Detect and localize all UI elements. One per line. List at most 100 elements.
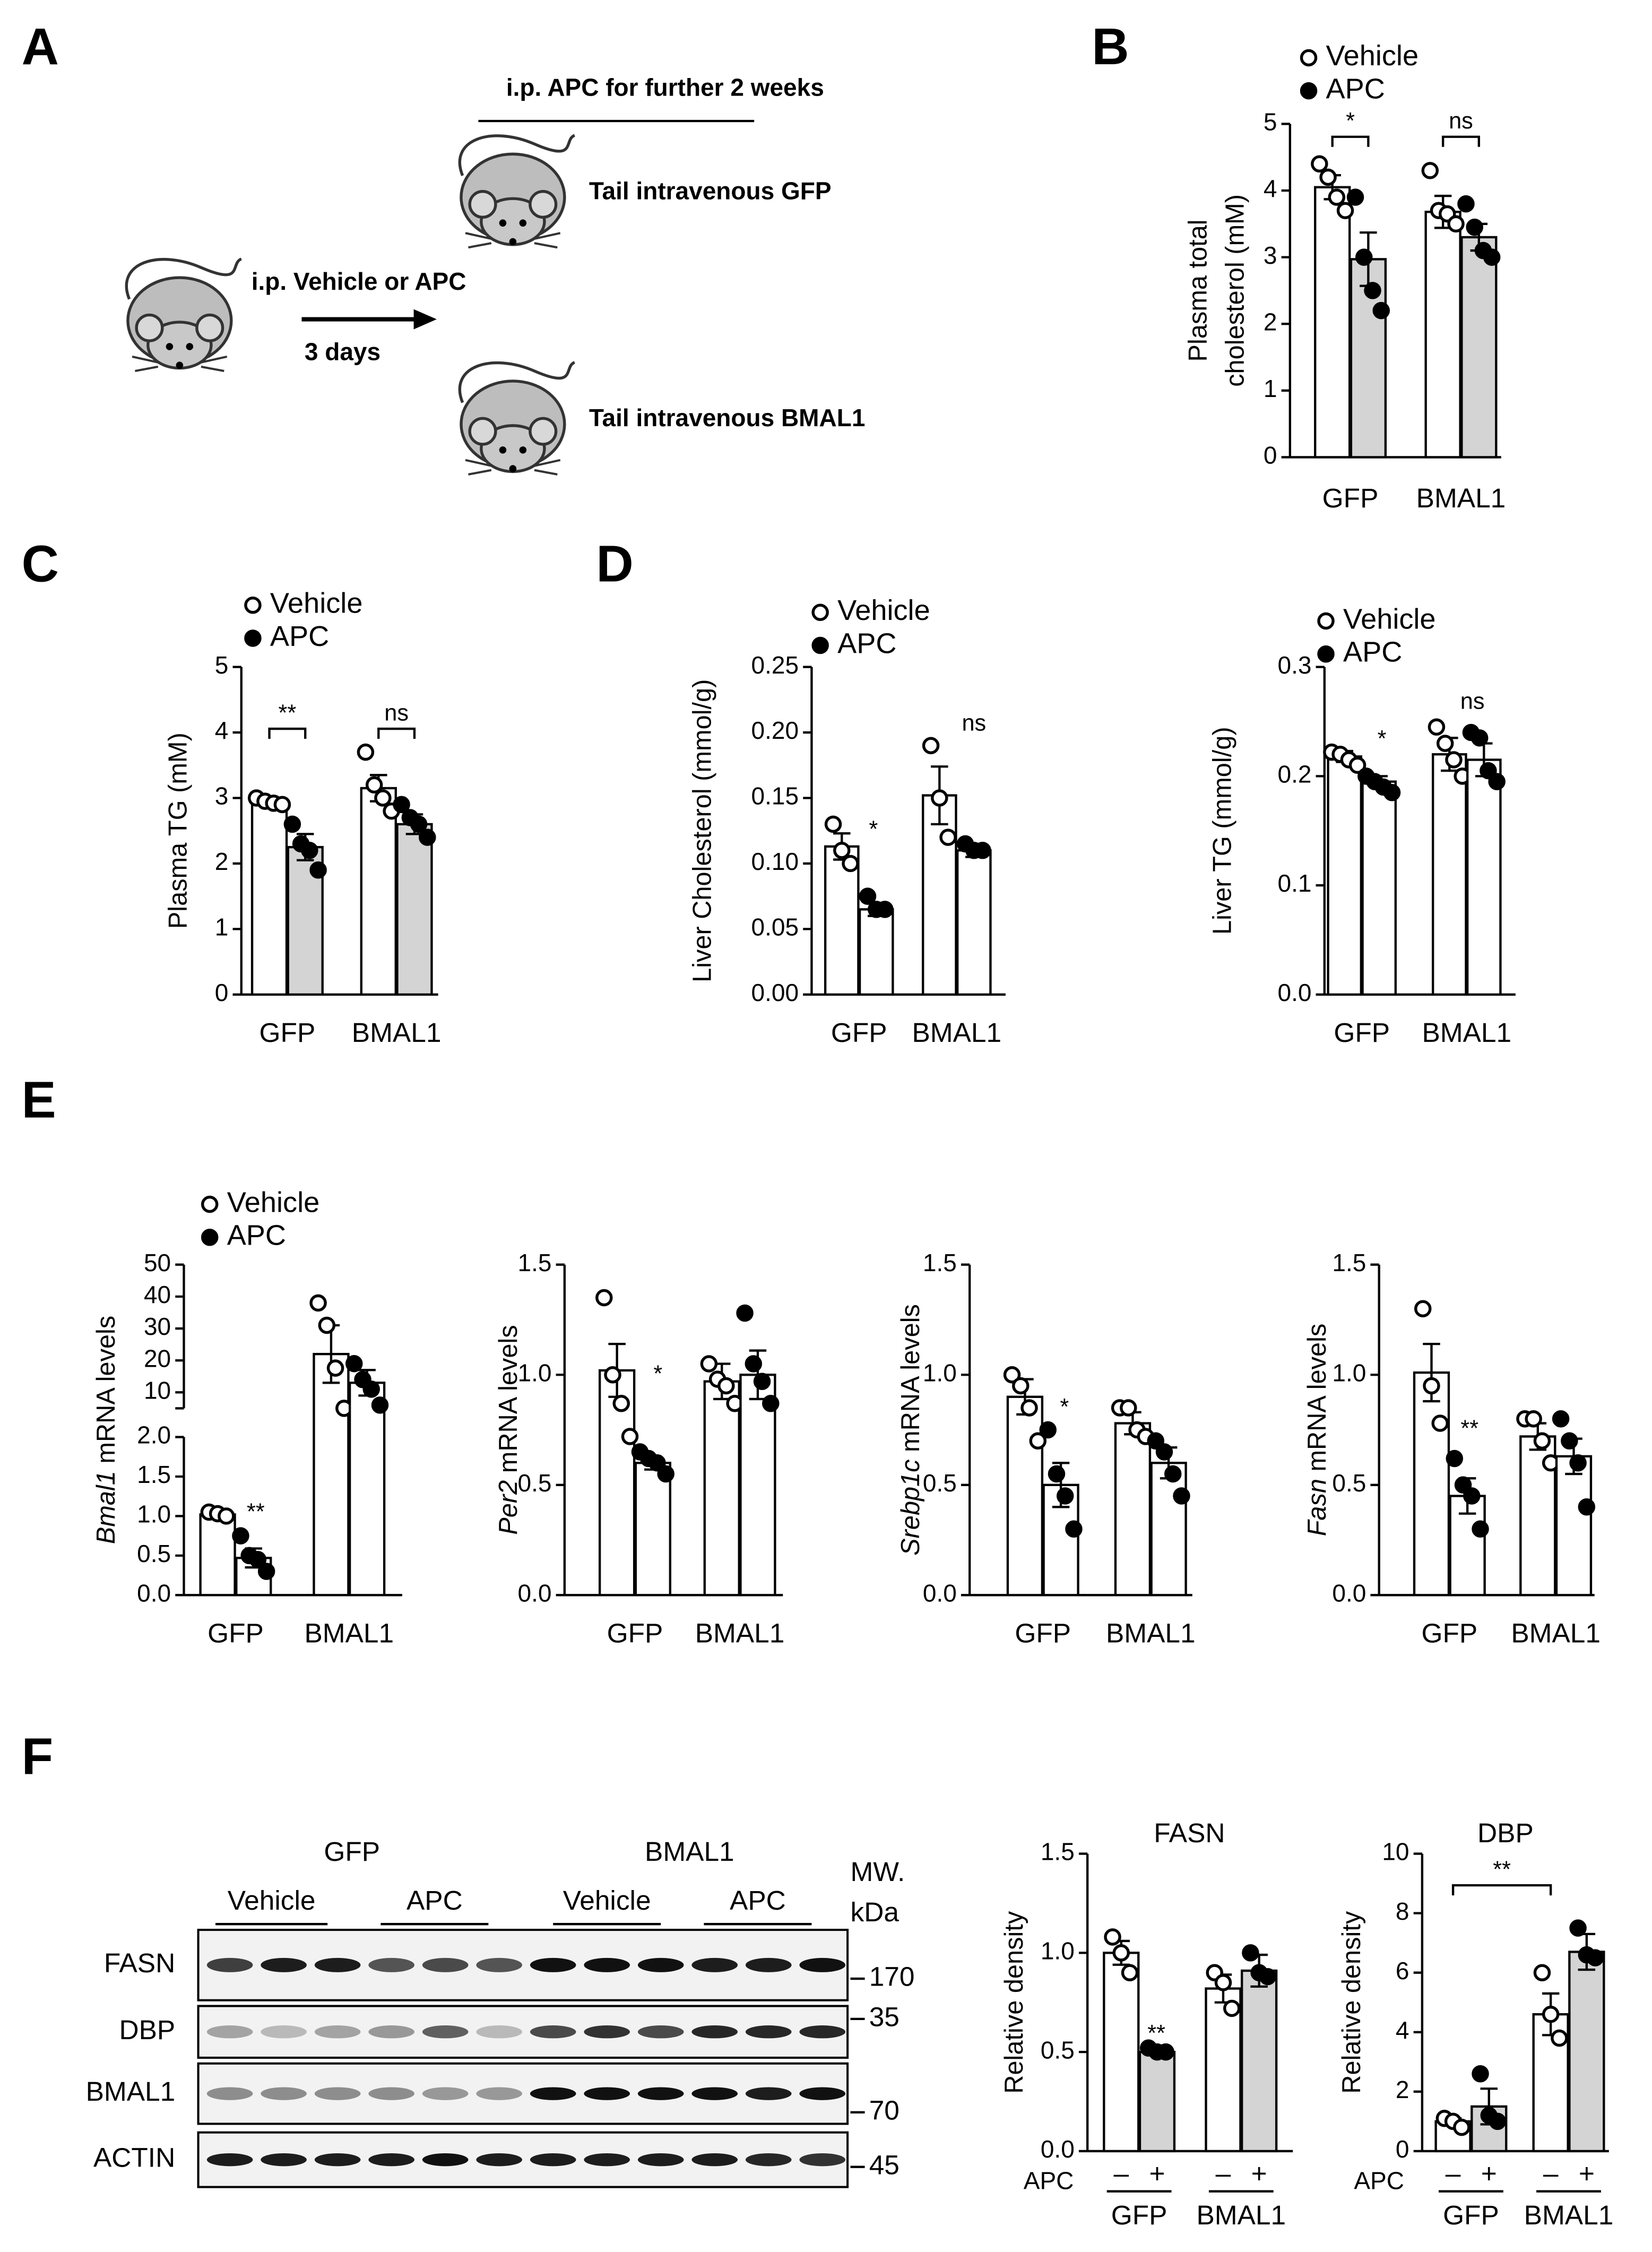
blot-band xyxy=(261,2025,307,2039)
data-point xyxy=(1242,1944,1259,1962)
blot-band xyxy=(422,1957,469,1972)
data-point xyxy=(1569,1454,1587,1472)
x-tick-label: BMAL1 xyxy=(352,1017,442,1048)
data-point xyxy=(1488,773,1506,790)
data-point xyxy=(1578,1498,1596,1516)
blot-band xyxy=(314,2025,361,2039)
treatment-sign: – xyxy=(1543,2158,1559,2189)
y-tick-label: 10 xyxy=(144,1376,171,1404)
data-point xyxy=(717,1377,735,1395)
blot-subgroup: Vehicle xyxy=(228,1885,316,1916)
treatment-label: APC xyxy=(1354,2167,1404,2195)
bar xyxy=(1114,1422,1152,1597)
y-axis-label-text: Plasma TG (mM) xyxy=(163,732,192,929)
data-point xyxy=(753,1373,771,1390)
mouse-whiskers xyxy=(465,459,561,476)
bar xyxy=(1555,1455,1593,1597)
x-tick-label: BMAL1 xyxy=(912,1017,1002,1048)
data-point xyxy=(326,1359,344,1377)
data-point xyxy=(1569,1919,1587,1937)
chart-title: DBP xyxy=(1477,1817,1534,1848)
mouse-ear xyxy=(195,313,224,342)
data-point xyxy=(1065,1520,1083,1538)
y-axis-label: Relative density xyxy=(1000,1911,1028,2094)
bar xyxy=(1006,1395,1044,1597)
significance-label: ns xyxy=(1460,689,1485,714)
legend-label: Vehicle xyxy=(227,1186,320,1218)
data-point xyxy=(1157,2043,1174,2061)
data-point xyxy=(1414,1300,1432,1317)
data-point xyxy=(1104,1928,1121,1946)
significance-label: * xyxy=(869,817,878,842)
schematic-label: i.p. Vehicle or APC xyxy=(252,268,466,295)
data-point xyxy=(1542,2005,1560,2023)
y-tick-label: 1.5 xyxy=(137,1461,171,1488)
panel-letter: A xyxy=(22,18,59,75)
data-point xyxy=(1586,1949,1604,1966)
data-point xyxy=(362,1380,380,1398)
y-axis-label: Plasma total xyxy=(1183,219,1212,361)
legend-label: APC xyxy=(227,1220,286,1252)
x-tick-label: GFP xyxy=(207,1618,264,1649)
mouse-eye xyxy=(499,446,507,454)
bar xyxy=(250,800,288,996)
mouse-ear xyxy=(529,417,558,446)
blot-band xyxy=(584,2087,630,2100)
bar xyxy=(858,908,894,996)
treatment-label: APC xyxy=(1024,2167,1074,2195)
x-tick-label: BMAL1 xyxy=(1422,1017,1511,1048)
mw-marker: 170 xyxy=(869,1961,915,1992)
y-axis-label: Per2 mRNA levels xyxy=(494,1325,523,1534)
data-point xyxy=(1112,1944,1130,1962)
y-tick-label: 0 xyxy=(215,979,229,1006)
y-tick-label: 0.15 xyxy=(751,782,799,810)
significance-bracket xyxy=(1441,135,1480,147)
x-tick-label: GFP xyxy=(1421,1618,1477,1649)
data-point xyxy=(833,842,851,859)
y-axis-label: Srebp1c mRNA levels xyxy=(896,1304,925,1556)
y-tick-label: 0 xyxy=(1396,2135,1409,2163)
mw-header: kDa xyxy=(851,1896,899,1927)
blot-band xyxy=(206,2025,253,2039)
blot-group: GFP xyxy=(324,1836,380,1867)
x-tick-label: BMAL1 xyxy=(1416,482,1506,513)
data-point xyxy=(736,1304,754,1322)
x-tick-label: GFP xyxy=(1322,482,1379,513)
y-axis-label-gene: Per2 xyxy=(494,1480,523,1535)
data-point xyxy=(700,1355,718,1373)
y-tick-label: 1.0 xyxy=(137,1500,171,1528)
data-point xyxy=(1346,188,1364,206)
y-tick-label: 0 xyxy=(1264,442,1277,469)
data-point xyxy=(1311,155,1328,173)
y-tick-label: 2.0 xyxy=(137,1421,171,1449)
blot-band xyxy=(691,2153,738,2167)
significance-label: ** xyxy=(1460,1416,1478,1441)
blot-band xyxy=(530,2025,576,2039)
data-point xyxy=(1436,735,1454,752)
data-point xyxy=(232,1527,249,1545)
significance-label: * xyxy=(1060,1394,1069,1420)
y-tick-label: 0.20 xyxy=(751,717,799,744)
significance-label: * xyxy=(1378,726,1387,752)
y-axis-label: Relative density xyxy=(1337,1911,1366,2094)
y-tick-label: 1.5 xyxy=(518,1249,552,1276)
blot-band xyxy=(314,1957,361,1972)
blot-band xyxy=(476,2025,522,2039)
blot-band xyxy=(476,1957,522,1972)
y-tick-label: 8 xyxy=(1396,1897,1409,1925)
y-axis-label-gene: Fasn xyxy=(1303,1479,1331,1536)
legend-marker xyxy=(811,636,829,654)
treatment-sign: – xyxy=(1446,2158,1461,2189)
blot-band xyxy=(745,1957,792,1972)
data-point xyxy=(1328,188,1346,206)
significance-label: ns xyxy=(1449,108,1473,134)
data-point xyxy=(1003,1366,1021,1384)
blot-band xyxy=(637,2153,684,2167)
mw-marker: 35 xyxy=(869,2001,899,2032)
y-tick-label: 10 xyxy=(1382,1838,1409,1866)
significance-label: ** xyxy=(1147,2021,1165,2046)
data-point xyxy=(1147,1432,1164,1450)
bar xyxy=(313,1352,350,1597)
blot-band xyxy=(368,2087,414,2100)
legend-marker xyxy=(201,1195,219,1213)
